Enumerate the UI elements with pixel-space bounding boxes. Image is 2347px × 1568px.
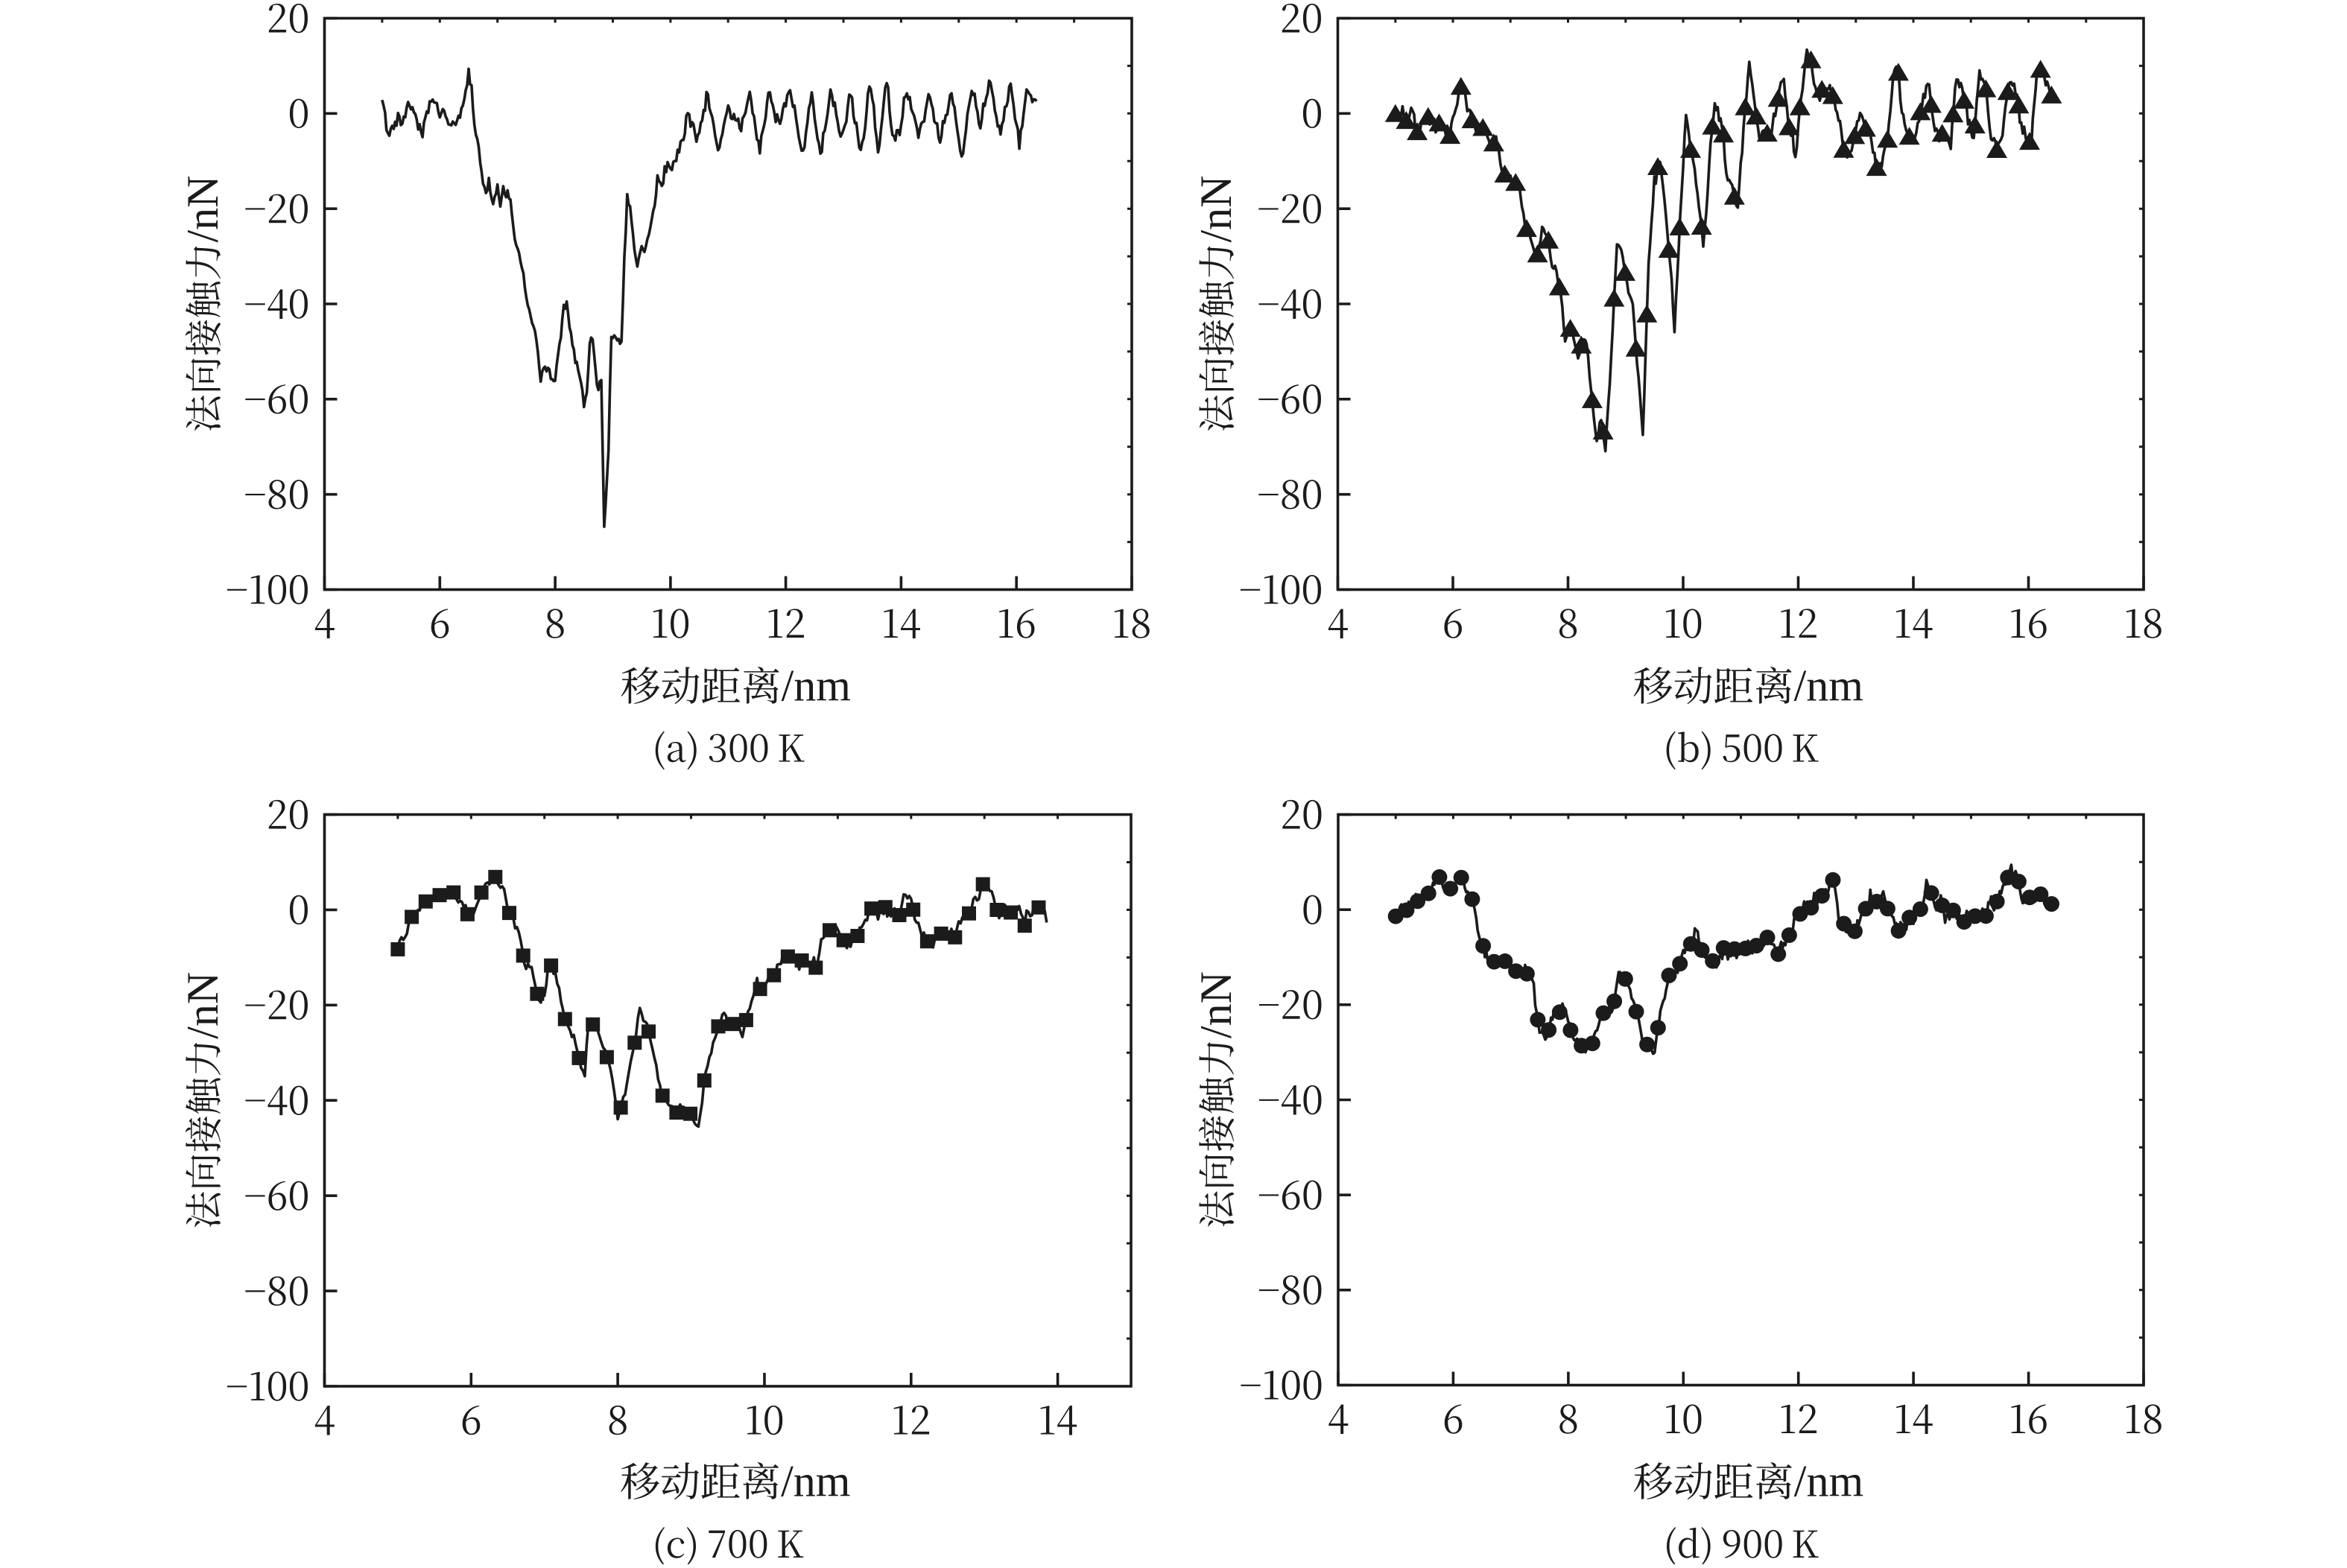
- svg-text:/nm: /nm: [1794, 661, 1863, 711]
- svg-text:/nN: /nN: [1191, 971, 1241, 1038]
- svg-text:/nm: /nm: [782, 661, 851, 711]
- svg-text:/nN: /nN: [1191, 176, 1241, 243]
- svg-text:/nm: /nm: [781, 1457, 850, 1506]
- svg-text:/nN: /nN: [178, 972, 227, 1039]
- svg-text:/nm: /nm: [1794, 1457, 1863, 1506]
- svg-text:/nN: /nN: [178, 176, 227, 243]
